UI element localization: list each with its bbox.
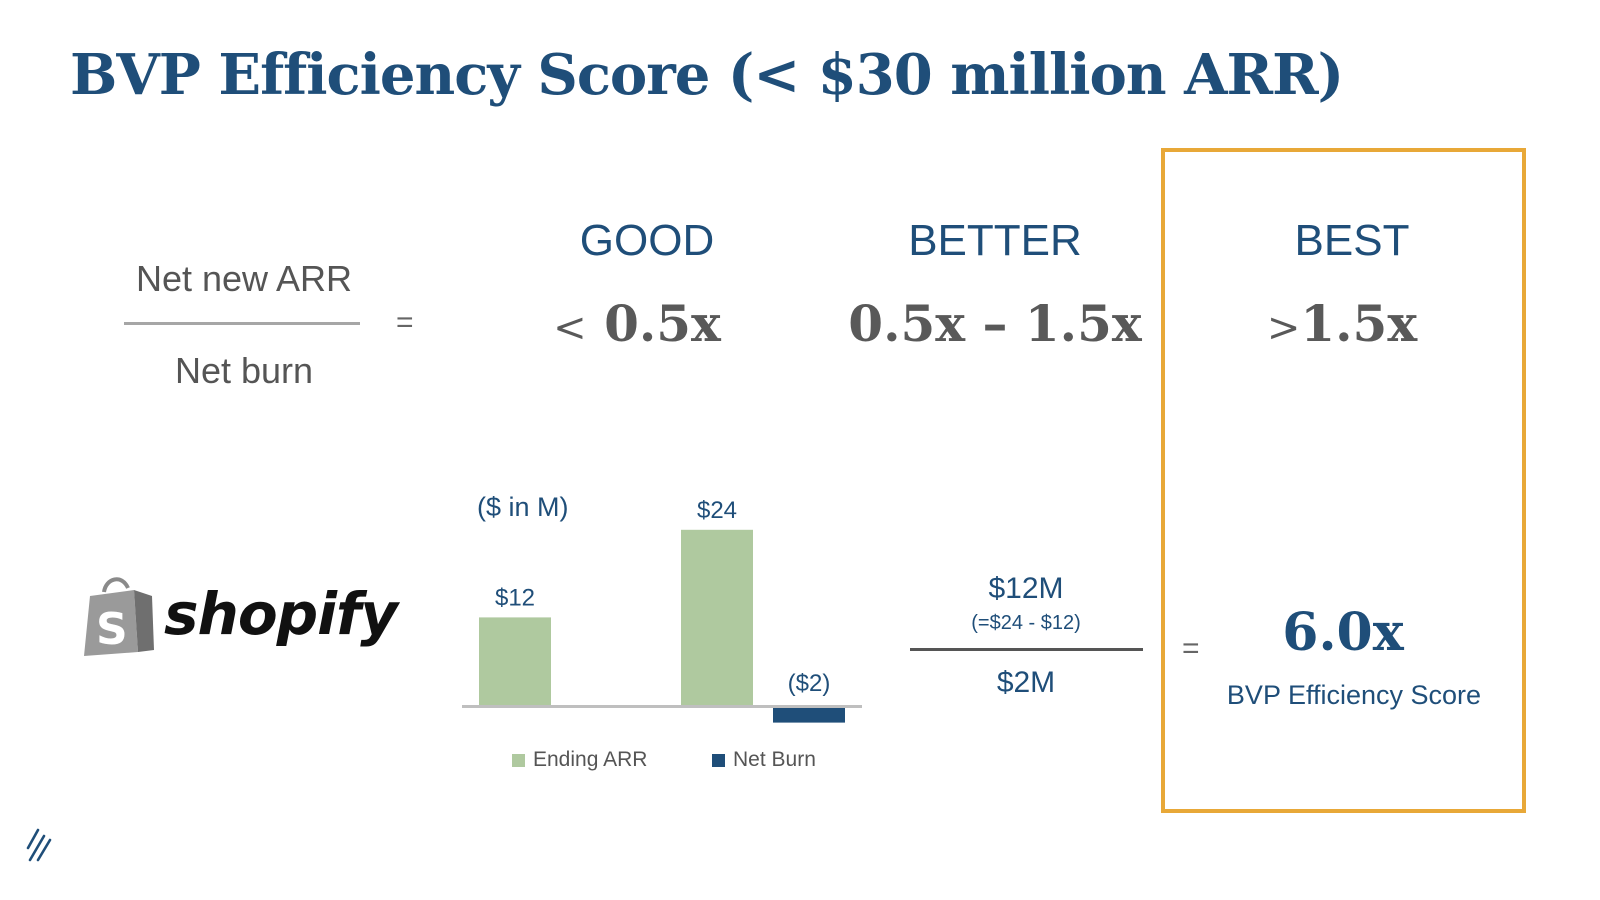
legend-label-net-burn: Net Burn [733, 748, 816, 771]
legend-item-ending-arr: Ending ARR [512, 748, 647, 772]
legend-swatch-net-burn [712, 753, 725, 767]
formula-fraction-line [124, 322, 360, 325]
efficiency-score-label: BVP Efficiency Score [1226, 680, 1482, 710]
chart-unit-label: ($ in M) [477, 492, 569, 522]
tier-better-value: 0.5x – 1.5x [848, 294, 1142, 353]
bar-3 [773, 708, 845, 723]
svg-text:S: S [96, 604, 128, 655]
formula-denominator: Net burn [174, 350, 314, 391]
shopping-bag-icon: S [84, 577, 154, 656]
tier-good-value: < 0.5x [477, 294, 797, 353]
efficiency-score-value: 6.0x [1282, 602, 1404, 663]
tier-good-prefix: < [553, 305, 587, 351]
legend-swatch-ending-arr [512, 753, 525, 767]
calc-fraction-line [910, 648, 1143, 651]
tier-best-number: 1.5x [1300, 294, 1418, 353]
page-title: BVP Efficiency Score (< $30 million ARR) [70, 42, 1344, 108]
calc-denominator: $2M [996, 666, 1056, 699]
calc-numerator-note: (=$24 - $12) [971, 612, 1081, 634]
bar-1 [479, 617, 551, 705]
tier-better-label: BETTER [908, 216, 1082, 265]
tier-best-label: BEST [1294, 216, 1410, 265]
bar-chart-svg: $12 $24 ($2) [462, 497, 862, 723]
formula-equals: = [396, 306, 414, 339]
bar-label-1: $12 [495, 584, 535, 611]
calc-numerator: $12M [988, 572, 1064, 605]
best-highlight-box [1161, 148, 1526, 813]
formula-numerator: Net new ARR [135, 258, 353, 299]
tier-good-label: GOOD [579, 216, 715, 265]
bar-2 [681, 529, 753, 705]
shopify-logo: S shopify [82, 574, 398, 664]
bvp-logo-icon [26, 828, 52, 862]
bar-chart: $12 $24 ($2) [455, 480, 875, 790]
bar-label-3: ($2) [788, 670, 831, 697]
calc-equals: = [1182, 632, 1200, 665]
bar-label-2: $24 [697, 497, 737, 524]
tier-good-number: 0.5x [604, 294, 721, 353]
tier-best-value: >1.5x [1182, 294, 1502, 353]
tier-best-prefix: > [1266, 305, 1301, 351]
legend-item-net-burn: Net Burn [712, 748, 816, 772]
shopify-wordmark: shopify [164, 580, 398, 648]
legend-label-ending-arr: Ending ARR [533, 748, 648, 771]
